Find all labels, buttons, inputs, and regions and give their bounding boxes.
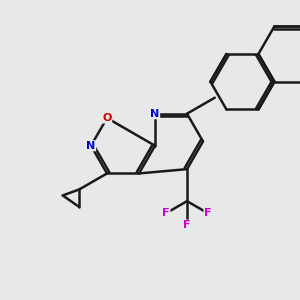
Text: F: F <box>183 220 191 230</box>
Text: O: O <box>102 113 112 123</box>
Text: F: F <box>204 208 212 218</box>
Text: F: F <box>163 208 170 218</box>
Text: N: N <box>150 109 160 119</box>
Text: N: N <box>86 141 96 151</box>
